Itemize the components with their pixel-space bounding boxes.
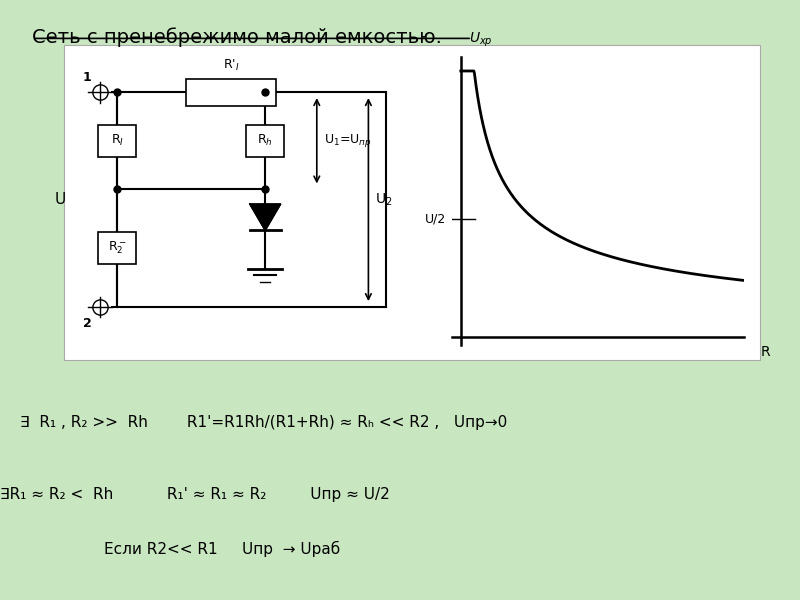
Bar — [246, 125, 284, 157]
Text: $U_{хр}$: $U_{хр}$ — [469, 31, 493, 49]
Text: U$_1$=U$_{пр}$: U$_1$=U$_{пр}$ — [324, 132, 371, 149]
Text: U$_2$: U$_2$ — [375, 191, 393, 208]
Bar — [64, 45, 760, 360]
Text: 1: 1 — [83, 71, 92, 83]
Text: R$_2^-$: R$_2^-$ — [108, 240, 126, 256]
Text: Если R2<< R1     Uпр  → Uраб: Если R2<< R1 Uпр → Uраб — [104, 541, 340, 557]
Text: Сеть с пренебрежимо малой емкостью.: Сеть с пренебрежимо малой емкостью. — [32, 27, 442, 47]
Text: R$_h$: R$_h$ — [258, 133, 273, 148]
Text: R: R — [761, 345, 770, 359]
Text: U: U — [54, 192, 66, 207]
Text: R'$_I$: R'$_I$ — [222, 58, 239, 73]
Text: U/2: U/2 — [425, 212, 446, 226]
Text: R$_I$: R$_I$ — [110, 133, 124, 148]
Text: ∃R₁ ≈ R₂ <  Rh           R₁' ≈ R₁ ≈ R₂         Uпр ≈ U/2: ∃R₁ ≈ R₂ < Rh R₁' ≈ R₁ ≈ R₂ Uпр ≈ U/2 — [0, 487, 390, 503]
Bar — [98, 232, 136, 264]
Polygon shape — [250, 204, 281, 230]
Text: 2: 2 — [83, 317, 92, 331]
Bar — [98, 125, 136, 157]
Text: ∃  R₁ , R₂ >>  Rh        R1'=R1Rh/(R1+Rh) ≈ Rₕ << R2 ,   Uпр→0: ∃ R₁ , R₂ >> Rh R1'=R1Rh/(R1+Rh) ≈ Rₕ <<… — [20, 415, 507, 431]
Bar — [186, 79, 275, 106]
